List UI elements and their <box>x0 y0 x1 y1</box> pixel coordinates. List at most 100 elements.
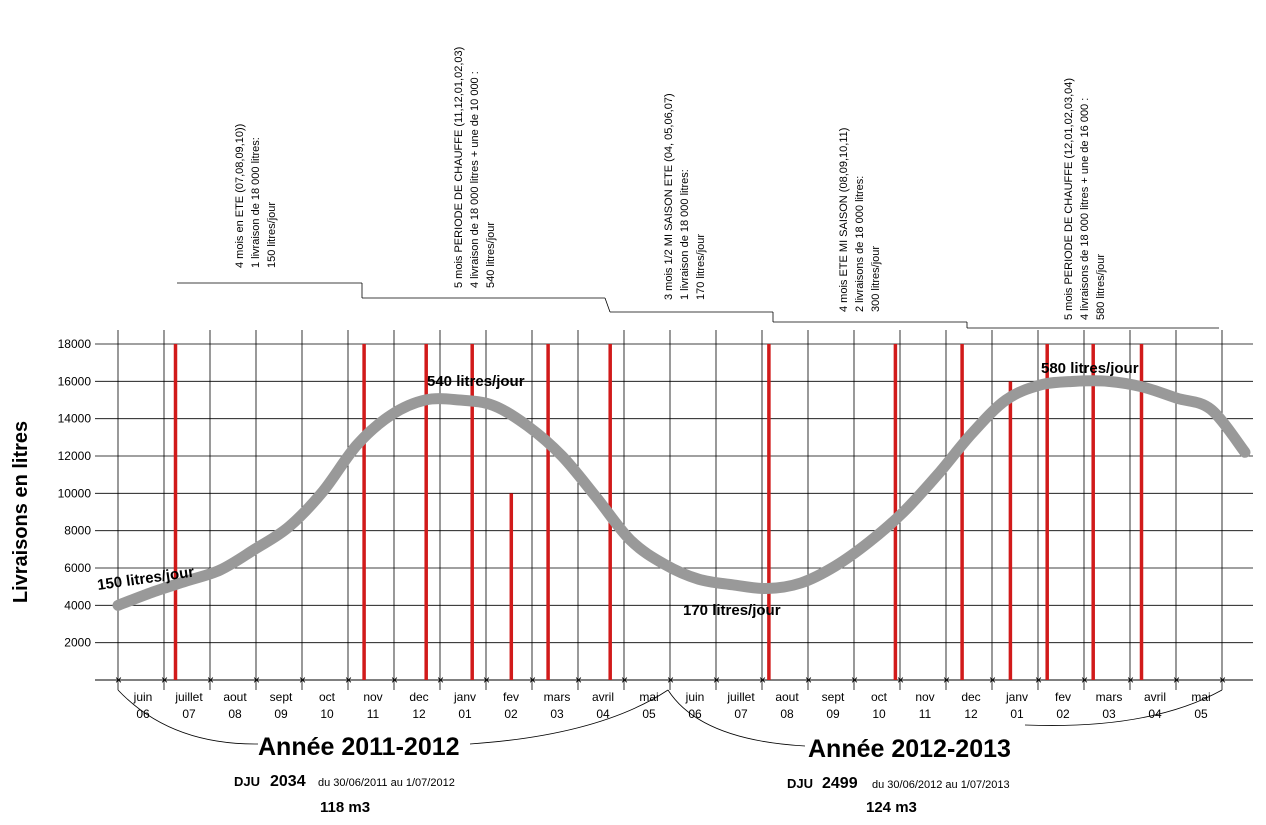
period-annotation: 2 livraisons de 18 000 litres: <box>854 176 866 312</box>
month-label: janv <box>453 690 476 704</box>
y-tick-label: 16000 <box>58 374 92 388</box>
month-number: 07 <box>182 707 196 721</box>
x-marker: × <box>483 673 490 687</box>
month-label: mai <box>1191 690 1210 704</box>
x-marker: × <box>621 673 628 687</box>
x-marker: × <box>115 673 122 687</box>
x-marker: × <box>1081 673 1088 687</box>
consumption-curve <box>112 375 1251 611</box>
month-number: 08 <box>228 707 242 721</box>
period-annotation: 1 livraison de 18 000 litres: <box>679 169 691 300</box>
month-number: 05 <box>1194 707 1208 721</box>
month-number: 07 <box>734 707 748 721</box>
month-number: 04 <box>1148 707 1162 721</box>
period-annotation: 5 mois PERIODE DE CHAUFFE (12,01,02,03,0… <box>1063 78 1075 320</box>
curve-label: 540 litres/jour <box>427 373 525 390</box>
period-annotation: 540 litres/jour <box>485 222 497 288</box>
month-label: mars <box>544 690 571 704</box>
x-marker: × <box>207 673 214 687</box>
month-label: nov <box>915 690 934 704</box>
month-number: 10 <box>320 707 334 721</box>
x-marker: × <box>1127 673 1134 687</box>
y-tick-label: 4000 <box>64 598 91 612</box>
month-label: juillet <box>726 690 755 704</box>
x-marker: × <box>851 673 858 687</box>
month-label: juin <box>133 690 153 704</box>
month-label: juin <box>685 690 705 704</box>
month-label: avril <box>592 690 614 704</box>
x-marker: × <box>575 673 582 687</box>
month-label: dec <box>961 690 980 704</box>
dju-label: DJU <box>234 774 260 789</box>
curve-label: 580 litres/jour <box>1041 360 1139 377</box>
year-bracket <box>117 689 259 745</box>
month-label: fev <box>503 690 519 704</box>
period-annotation: 580 litres/jour <box>1095 254 1107 320</box>
month-number: 03 <box>550 707 564 721</box>
month-label: dec <box>409 690 428 704</box>
month-number: 02 <box>1056 707 1070 721</box>
x-marker: × <box>713 673 720 687</box>
period-steps: 4 mois en ETE (07,08,09,10)) 1 livraison … <box>177 47 1219 329</box>
year-bracket <box>667 689 806 747</box>
month-label: fev <box>1055 690 1071 704</box>
month-number: 09 <box>826 707 840 721</box>
month-number: 01 <box>458 707 472 721</box>
x-marker: × <box>437 673 444 687</box>
period-annotation: 150 litres/jour <box>266 202 278 268</box>
month-number: 04 <box>596 707 610 721</box>
dju-value: 2499 <box>822 775 858 792</box>
month-number: 12 <box>964 707 978 721</box>
year-bracket <box>469 689 669 745</box>
month-number: 05 <box>642 707 656 721</box>
x-marker: × <box>943 673 950 687</box>
dju-value: 2034 <box>270 773 306 790</box>
month-label: oct <box>319 690 336 704</box>
y-tick-label: 14000 <box>58 412 92 426</box>
month-label: avril <box>1144 690 1166 704</box>
month-label: mars <box>1096 690 1123 704</box>
year-title: Année 2011-2012 <box>258 733 460 761</box>
year-volume: 124 m3 <box>866 799 917 816</box>
x-marker: × <box>1173 673 1180 687</box>
month-number: 12 <box>412 707 426 721</box>
period-annotation: 5 mois PERIODE DE CHAUFFE (11,12,01,02,0… <box>453 47 465 288</box>
dju-label: DJU <box>787 776 813 791</box>
month-number: 09 <box>274 707 288 721</box>
x-marker: × <box>391 673 398 687</box>
month-label: juillet <box>174 690 203 704</box>
delivery-bars <box>173 344 1144 680</box>
y-axis-label: Livraisons en litres <box>10 421 32 603</box>
x-marker: × <box>759 673 766 687</box>
period-annotation: 4 mois en ETE (07,08,09,10)) <box>234 124 246 268</box>
period-annotation: 4 mois ETE MI SAISON (08,09,10,11) <box>838 128 850 312</box>
x-marker: × <box>345 673 352 687</box>
dju-range: du 30/06/2011 au 1/07/2012 <box>318 777 455 789</box>
consumption-line <box>112 375 1251 611</box>
x-marker: × <box>805 673 812 687</box>
month-number: 11 <box>367 707 380 721</box>
y-tick-label: 10000 <box>58 486 92 500</box>
month-number: 02 <box>504 707 518 721</box>
grid: 2000 4000 6000 8000 10000 12000 14000 16000 1800… <box>58 330 1253 721</box>
month-number: 03 <box>1102 707 1116 721</box>
y-tick-label: 6000 <box>64 561 91 575</box>
month-label: nov <box>363 690 382 704</box>
period-step <box>604 297 611 313</box>
x-marker: × <box>989 673 996 687</box>
month-number: 10 <box>872 707 886 721</box>
x-marker: × <box>299 673 306 687</box>
month-label: oct <box>871 690 888 704</box>
month-label: aout <box>775 690 799 704</box>
x-marker: × <box>1219 673 1226 687</box>
x-marker: × <box>161 673 168 687</box>
month-number: 01 <box>1010 707 1024 721</box>
year-bracket <box>1024 689 1223 726</box>
month-number: 08 <box>780 707 794 721</box>
period-annotation: 170 litres/jour <box>695 234 707 300</box>
x-marker: × <box>253 673 260 687</box>
month-label: sept <box>270 690 293 704</box>
month-label: janv <box>1005 690 1028 704</box>
x-marker: × <box>1035 673 1042 687</box>
